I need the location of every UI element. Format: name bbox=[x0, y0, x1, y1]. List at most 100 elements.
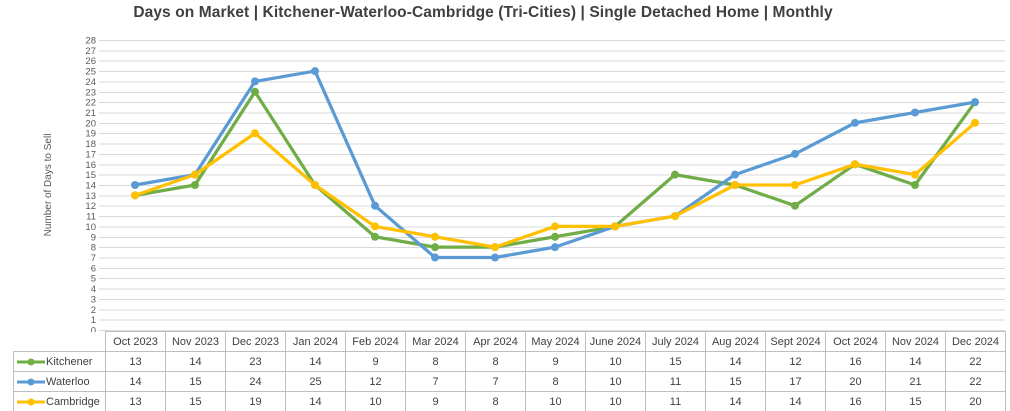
month-header-cell: Apr 2024 bbox=[465, 331, 526, 352]
month-header-cell: Aug 2024 bbox=[705, 331, 766, 352]
value-cell: 13 bbox=[105, 351, 166, 372]
data-point-marker bbox=[371, 222, 379, 231]
series-legend-label: Cambridge bbox=[46, 395, 100, 408]
series-legend-label: Kitchener bbox=[46, 355, 93, 368]
y-axis-tick-label: 4 bbox=[91, 284, 96, 295]
y-axis-tick-label: 26 bbox=[85, 56, 96, 67]
data-point-marker bbox=[551, 232, 559, 241]
month-header-cell: Nov 2023 bbox=[165, 331, 226, 352]
value-cell: 14 bbox=[105, 371, 166, 392]
y-axis-tick-label: 15 bbox=[85, 170, 96, 181]
data-point-marker bbox=[791, 201, 799, 210]
data-point-marker bbox=[251, 87, 259, 96]
y-axis-tick-label: 6 bbox=[91, 263, 96, 274]
data-point-marker bbox=[251, 77, 259, 86]
y-axis-tick-label: 13 bbox=[85, 191, 96, 202]
month-header-cell: Oct 2023 bbox=[105, 331, 166, 352]
y-axis-tick-labels: 0123456789101112131415161718192021222324… bbox=[85, 36, 96, 333]
value-cell: 11 bbox=[645, 371, 706, 392]
y-axis-tick-label: 18 bbox=[85, 139, 96, 150]
value-cell: 14 bbox=[285, 351, 346, 372]
month-header-cell: July 2024 bbox=[645, 331, 706, 352]
month-header-cell: Mar 2024 bbox=[405, 331, 466, 352]
value-cell: 22 bbox=[945, 351, 1006, 372]
table-row: Kitchener 13 14 23 14 9 8 8 9 10 15 14 12 16 14 22 bbox=[13, 351, 1006, 372]
data-point-marker bbox=[371, 201, 379, 210]
data-point-marker bbox=[731, 170, 739, 179]
table-row: Cambridge 13 15 19 14 10 9 8 10 10 11 14 14 16 15 20 bbox=[13, 391, 1006, 411]
y-axis-tick-label: 28 bbox=[85, 36, 96, 47]
month-header-cell: Oct 2024 bbox=[825, 331, 886, 352]
data-point-marker bbox=[611, 222, 619, 231]
y-axis-tick-label: 14 bbox=[85, 181, 96, 192]
series-legend-cell-waterloo: Waterloo bbox=[13, 371, 106, 392]
value-cell: 8 bbox=[465, 391, 526, 411]
month-header-cell: May 2024 bbox=[525, 331, 586, 352]
value-cell: 19 bbox=[225, 391, 286, 411]
value-cell: 8 bbox=[465, 351, 526, 372]
data-point-marker bbox=[431, 253, 439, 262]
month-header-cell: Feb 2024 bbox=[345, 331, 406, 352]
value-cell: 12 bbox=[765, 351, 826, 372]
value-cell: 15 bbox=[885, 391, 946, 411]
y-axis-tick-label: 12 bbox=[85, 201, 96, 212]
data-point-marker bbox=[251, 129, 259, 138]
y-axis-tick-label: 10 bbox=[85, 222, 96, 233]
value-cell: 23 bbox=[225, 351, 286, 372]
value-cell: 20 bbox=[825, 371, 886, 392]
value-cell: 7 bbox=[405, 371, 466, 392]
value-cell: 9 bbox=[525, 351, 586, 372]
data-point-marker bbox=[791, 149, 799, 158]
data-point-marker bbox=[131, 181, 139, 189]
y-axis-tick-label: 16 bbox=[85, 160, 96, 171]
y-axis-tick-label: 7 bbox=[91, 253, 96, 264]
data-point-marker bbox=[971, 118, 979, 127]
value-cell: 25 bbox=[285, 371, 346, 392]
value-cell: 22 bbox=[945, 371, 1006, 392]
series-marker-icon bbox=[17, 398, 45, 405]
data-point-marker bbox=[671, 212, 679, 221]
y-axis-tick-label: 8 bbox=[91, 243, 96, 254]
month-header-cell: Dec 2023 bbox=[225, 331, 286, 352]
value-cell: 15 bbox=[645, 351, 706, 372]
table-corner-cell bbox=[13, 331, 106, 352]
value-cell: 14 bbox=[285, 391, 346, 411]
value-cell: 14 bbox=[765, 391, 826, 411]
y-axis-tick-label: 5 bbox=[91, 274, 96, 285]
month-header-cell: Jan 2024 bbox=[285, 331, 346, 352]
y-axis-tick-label: 3 bbox=[91, 294, 96, 305]
y-axis-tick-label: 24 bbox=[85, 77, 96, 88]
chart-title: Days on Market | Kitchener-Waterloo-Camb… bbox=[133, 4, 833, 21]
y-axis-tick-label: 2 bbox=[91, 305, 96, 316]
data-point-marker bbox=[431, 243, 439, 252]
data-point-marker bbox=[551, 243, 559, 252]
value-cell: 10 bbox=[525, 391, 586, 411]
data-point-marker bbox=[191, 170, 199, 179]
series-marker-icon bbox=[17, 358, 45, 365]
data-point-marker bbox=[791, 181, 799, 189]
data-point-marker bbox=[311, 67, 319, 76]
y-axis-tick-label: 23 bbox=[85, 87, 96, 98]
y-axis-tick-label: 9 bbox=[91, 232, 96, 243]
y-axis-tick-label: 25 bbox=[85, 67, 96, 78]
data-point-marker bbox=[851, 160, 859, 169]
data-point-marker bbox=[131, 191, 139, 200]
value-cell: 7 bbox=[465, 371, 526, 392]
data-point-marker bbox=[671, 170, 679, 179]
table-row: Waterloo 14 15 24 25 12 7 7 8 10 11 15 17 20 21 22 bbox=[13, 371, 1006, 392]
y-axis-tick-label: 17 bbox=[85, 149, 96, 160]
data-point-marker bbox=[371, 232, 379, 241]
value-cell: 11 bbox=[645, 391, 706, 411]
value-cell: 10 bbox=[585, 391, 646, 411]
data-point-marker bbox=[491, 243, 499, 252]
horizontal-gridlines bbox=[99, 40, 1005, 331]
y-axis-tick-label: 11 bbox=[86, 212, 96, 223]
month-header-cell: Dec 2024 bbox=[945, 331, 1006, 352]
value-cell: 14 bbox=[165, 351, 226, 372]
y-axis-title: Number of Days to Sell bbox=[43, 134, 54, 237]
value-cell: 16 bbox=[825, 351, 886, 372]
data-point-marker bbox=[311, 181, 319, 189]
value-cell: 10 bbox=[585, 351, 646, 372]
value-cell: 21 bbox=[885, 371, 946, 392]
